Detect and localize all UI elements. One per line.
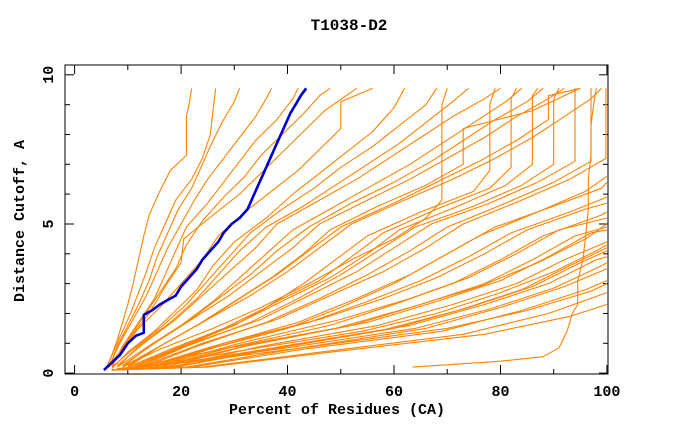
- model-29: [154, 202, 608, 367]
- model-02: [105, 88, 217, 368]
- model-25: [143, 88, 607, 367]
- axes-box: 0 20 40 60 80 100 0 5 10: [41, 64, 620, 401]
- model-20: [132, 88, 517, 368]
- model-01: [105, 88, 193, 369]
- model-10: [111, 87, 438, 368]
- x-tick-label: 80: [491, 384, 509, 401]
- highlighted-model: [103, 87, 308, 372]
- y-axis-label: Distance Cutoff, A: [12, 140, 29, 302]
- model-45: [111, 223, 608, 371]
- model-32: [164, 226, 608, 368]
- x-tick-label: 60: [385, 384, 403, 401]
- y-tick-label: 5: [41, 219, 58, 228]
- model-11: [116, 87, 469, 368]
- model-05: [111, 88, 299, 368]
- model-46-outlier: [412, 88, 597, 368]
- x-tick-label: 0: [70, 384, 79, 401]
- model-34: [111, 241, 608, 371]
- model-31: [159, 217, 608, 367]
- model-18: [127, 87, 602, 367]
- y-tick-label: 0: [41, 369, 58, 378]
- model-13: [116, 87, 523, 368]
- x-tick-label: 40: [278, 384, 296, 401]
- model-44: [111, 244, 608, 371]
- model-40: [111, 303, 608, 371]
- plot-border: [64, 64, 609, 375]
- model-42: [111, 262, 608, 371]
- model-23: [138, 88, 576, 367]
- model-21: [132, 87, 539, 367]
- y-tick-label: 10: [41, 66, 58, 84]
- model-28: [154, 196, 608, 368]
- model-22: [138, 88, 560, 368]
- plot-title: T1038-D2: [311, 17, 388, 35]
- model-03: [108, 88, 241, 368]
- x-axis-label: Percent of Residues (CA): [229, 402, 445, 419]
- model-09: [111, 88, 406, 369]
- model-47: [122, 88, 448, 368]
- model-04: [108, 88, 273, 366]
- model-43: [117, 283, 608, 370]
- x-tick-label: 100: [593, 384, 620, 401]
- model-curves: [103, 87, 608, 372]
- model-36: [111, 256, 608, 371]
- model-15: [122, 87, 565, 367]
- x-tick-label: 20: [172, 384, 190, 401]
- model-27: [148, 181, 608, 367]
- model-12: [116, 87, 501, 367]
